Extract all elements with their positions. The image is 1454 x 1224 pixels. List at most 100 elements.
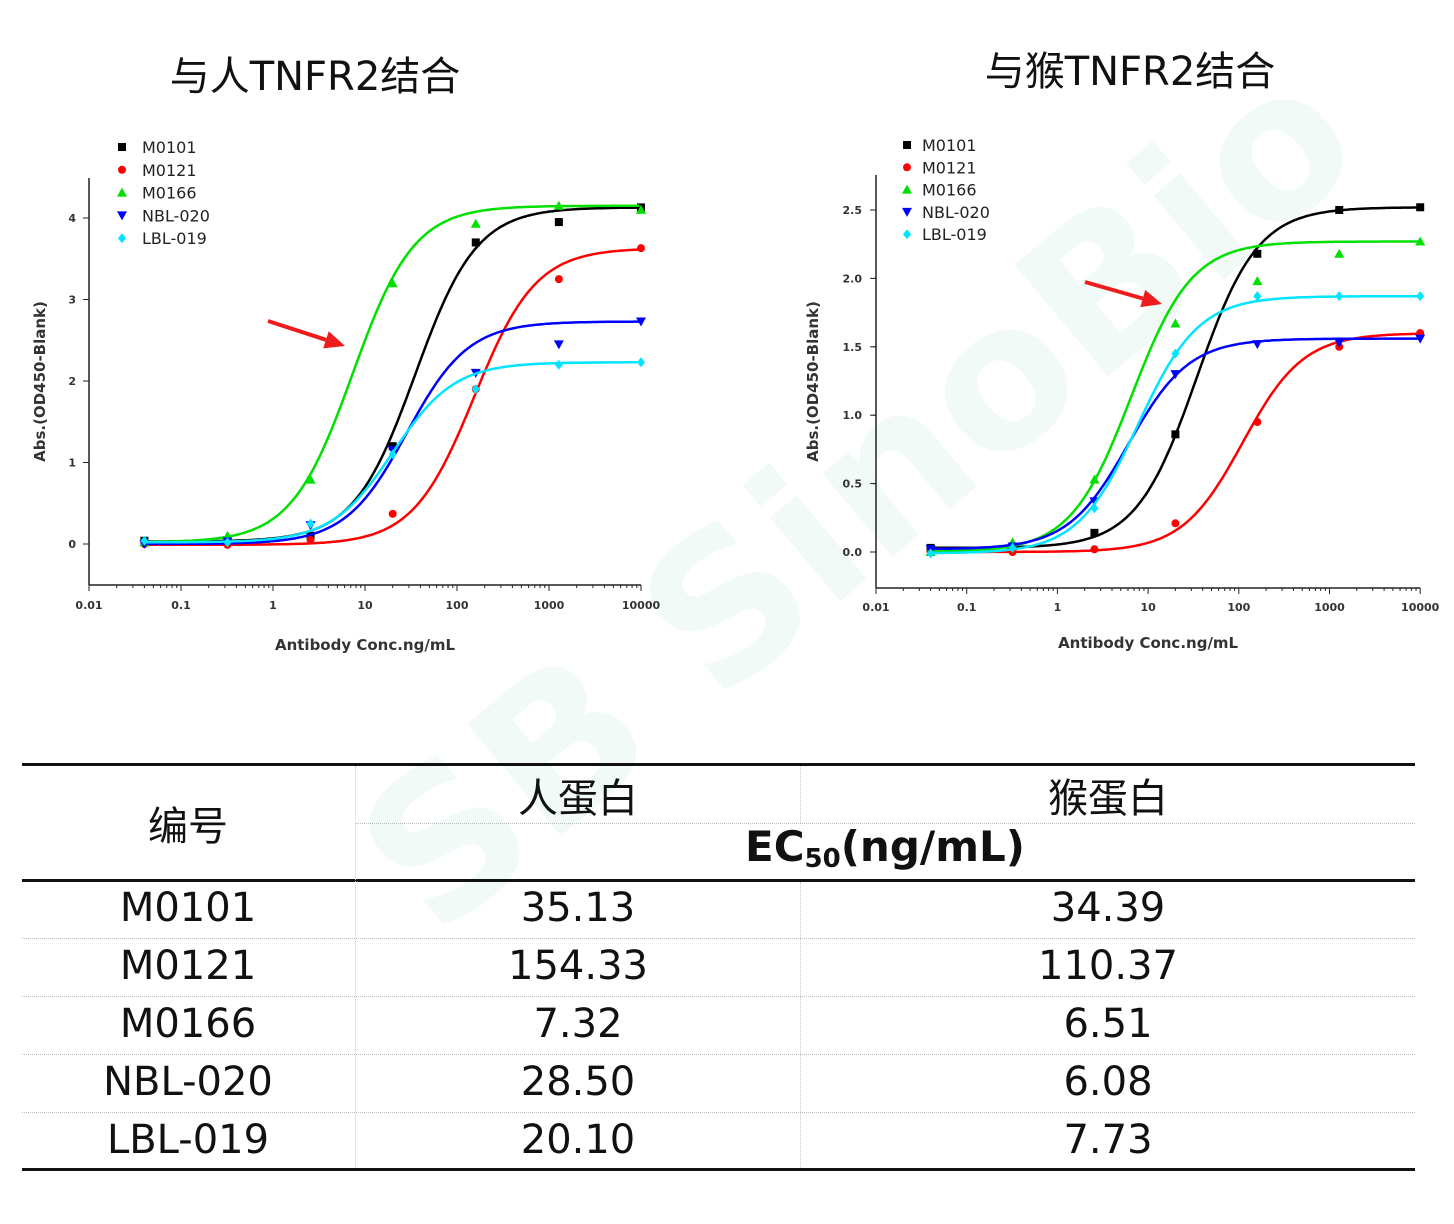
arrow-shaft <box>267 319 327 342</box>
x-tick-label: 1000 <box>534 599 565 612</box>
table-cell-id: M0166 <box>119 1001 257 1047</box>
marker-square <box>471 238 480 247</box>
y-tick-label: 2.0 <box>843 272 863 285</box>
series-LBL-019 <box>926 291 1425 559</box>
header-ec50: EC50(ng/mL) <box>745 822 1025 874</box>
marker-diamond <box>926 548 935 559</box>
arrow-shaft <box>1084 280 1144 301</box>
x-tick-label: 0.01 <box>75 599 102 612</box>
series-M0166 <box>139 200 646 547</box>
table-cell-human: 20.10 <box>520 1117 636 1163</box>
chart-title-human: 与人TNFR2结合 <box>169 54 461 100</box>
table-cell-monkey: 7.73 <box>1063 1117 1153 1163</box>
legend-label: NBL-020 <box>142 206 210 225</box>
x-tick-label: 0.1 <box>957 601 977 614</box>
table-cell-monkey: 6.08 <box>1063 1059 1153 1105</box>
table-cell-monkey: 34.39 <box>1050 885 1166 931</box>
divider <box>22 1112 1415 1113</box>
legend-label: M0121 <box>142 161 197 180</box>
divider <box>355 766 356 1168</box>
marker-circle <box>1253 418 1262 427</box>
y-tick-label: 1.0 <box>843 409 863 422</box>
table-cell-id: M0101 <box>119 885 257 931</box>
marker-square <box>1335 206 1344 214</box>
table-bottom-rule <box>22 1168 1415 1171</box>
marker-triangle-down <box>1252 340 1263 350</box>
marker-diamond <box>1090 503 1099 514</box>
header-id: 编号 <box>148 804 228 850</box>
marker-triangle-up <box>1334 248 1345 258</box>
y-tick-label: 0.0 <box>843 546 863 559</box>
legend-marker <box>903 141 911 149</box>
marker-diamond <box>1253 291 1262 302</box>
x-axis-title: Antibody Conc.ng/mL <box>275 636 455 654</box>
divider <box>22 996 1415 997</box>
marker-circle <box>306 535 315 544</box>
legend-label: M0101 <box>142 138 197 157</box>
fit-curve <box>930 294 1419 555</box>
series-M0101 <box>140 203 645 546</box>
legend-marker <box>902 184 912 194</box>
y-tick-label: 1 <box>68 457 76 470</box>
y-tick-label: 0 <box>68 538 76 551</box>
table-cell-human: 35.13 <box>520 885 636 931</box>
marker-square <box>1416 203 1425 212</box>
table-cell-human: 28.50 <box>520 1059 636 1105</box>
divider <box>355 823 1415 824</box>
legend-label: M0166 <box>922 181 977 200</box>
series-LBL-019 <box>140 357 645 548</box>
x-tick-label: 1000 <box>1314 601 1345 614</box>
legend-label: LBL-019 <box>142 229 207 248</box>
x-tick-label: 100 <box>1227 601 1250 614</box>
fit-curve <box>144 204 640 544</box>
y-tick-label: 1.5 <box>843 341 863 354</box>
y-axis-title: Abs.(OD450-Blank) <box>31 301 49 462</box>
table-top-rule <box>22 763 1415 766</box>
x-tick-label: 1 <box>269 599 277 612</box>
marker-triangle-down <box>1334 338 1345 348</box>
marker-triangle-up <box>305 474 316 484</box>
legend-label: NBL-020 <box>922 203 990 222</box>
table-cell-monkey: 110.37 <box>1038 943 1178 989</box>
x-tick-label: 10000 <box>622 599 661 612</box>
series-M0121 <box>140 244 645 549</box>
legend-marker <box>903 163 911 172</box>
x-tick-label: 10 <box>1140 601 1156 614</box>
divider <box>800 882 801 1168</box>
marker-square <box>554 218 563 227</box>
x-axis-title: Antibody Conc.ng/mL <box>1058 634 1238 652</box>
legend-marker <box>118 233 126 244</box>
chart-1: 0.01 0.1 1 10 100 1000 10000 0.0 0.5 1.0 1.5 2.0 2.5… <box>804 136 1440 652</box>
marker-diamond <box>1416 291 1425 302</box>
marker-square <box>1171 430 1180 439</box>
marker-triangle-down <box>1415 334 1426 344</box>
marker-square <box>388 442 397 451</box>
legend-label: M0121 <box>922 158 977 177</box>
series-M0166 <box>925 236 1426 556</box>
legend-marker <box>118 165 126 174</box>
arrow-head-icon <box>323 331 345 349</box>
x-tick-label: 10000 <box>1401 601 1440 614</box>
ec50-unit: (ng/mL) <box>840 822 1025 871</box>
ec50-label: EC <box>745 822 805 871</box>
legend-label: M0166 <box>142 184 197 203</box>
marker-circle <box>1090 545 1099 554</box>
legend-marker <box>117 187 127 197</box>
marker-diamond <box>471 384 480 395</box>
fit-curve <box>144 206 640 543</box>
marker-triangle-up <box>470 218 481 228</box>
table-cell-id: LBL-019 <box>106 1117 270 1163</box>
divider <box>800 766 801 823</box>
x-tick-label: 10 <box>357 599 373 612</box>
marker-triangle-down <box>636 317 646 327</box>
legend-label: LBL-019 <box>922 225 987 244</box>
y-tick-label: 4 <box>68 212 76 225</box>
divider <box>22 1054 1415 1055</box>
marker-circle <box>554 275 563 284</box>
fit-curve <box>930 240 1419 553</box>
x-tick-label: 100 <box>446 599 469 612</box>
arrow-head-icon <box>1140 289 1162 308</box>
divider <box>22 938 1415 939</box>
marker-diamond <box>223 537 232 548</box>
